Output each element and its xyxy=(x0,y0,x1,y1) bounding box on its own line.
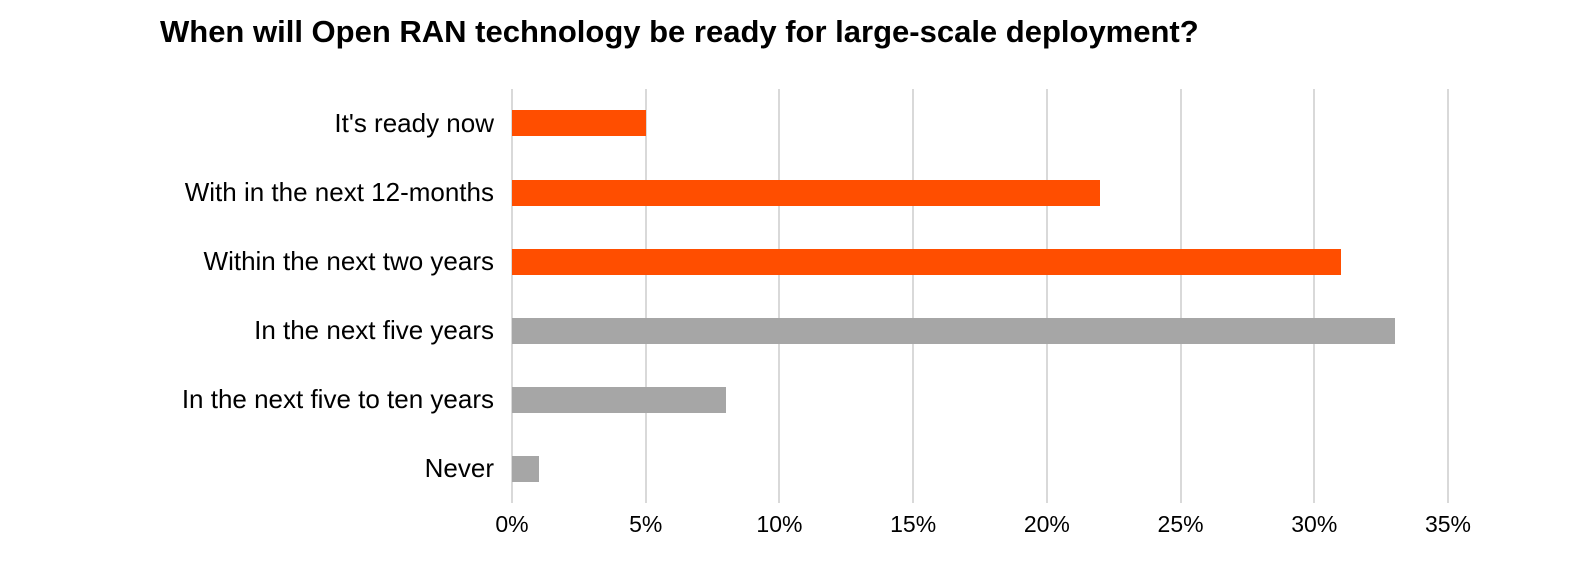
x-axis: 0% 5% 10% 15% 20% 25% 30% 35% xyxy=(495,511,1471,543)
category-label: Never xyxy=(424,453,494,483)
category-label: With in the next 12-months xyxy=(184,177,494,207)
category-label: In the next five to ten years xyxy=(181,384,494,414)
gridline xyxy=(912,89,915,503)
x-tick-label: 30% xyxy=(1291,511,1338,537)
category-label: Within the next two years xyxy=(203,246,494,276)
x-tick-label: 20% xyxy=(1023,511,1070,537)
category-axis: It's ready now With in the next 12-months… xyxy=(0,89,494,503)
gridline xyxy=(1179,89,1182,503)
gridline xyxy=(1313,89,1316,503)
bar xyxy=(512,317,1395,344)
bar xyxy=(512,179,1101,206)
category-label: In the next five years xyxy=(254,315,494,345)
gridline xyxy=(778,89,781,503)
bar xyxy=(512,248,1342,275)
x-tick-label: 10% xyxy=(756,511,803,537)
gridline xyxy=(1447,89,1449,503)
plot-area xyxy=(511,89,1449,503)
x-tick-label: 15% xyxy=(890,511,937,537)
bar xyxy=(512,386,726,413)
x-tick-label: 5% xyxy=(629,511,663,537)
x-tick-label: 35% xyxy=(1424,511,1472,537)
bar xyxy=(512,455,539,482)
chart-title: When will Open RAN technology be ready f… xyxy=(160,14,1199,49)
x-tick-label: 25% xyxy=(1157,511,1204,537)
gridline xyxy=(644,89,647,503)
gridline xyxy=(511,89,513,503)
bar xyxy=(512,110,646,137)
category-label: It's ready now xyxy=(334,108,494,138)
gridline xyxy=(1045,89,1048,503)
x-tick-label: 0% xyxy=(495,511,529,537)
